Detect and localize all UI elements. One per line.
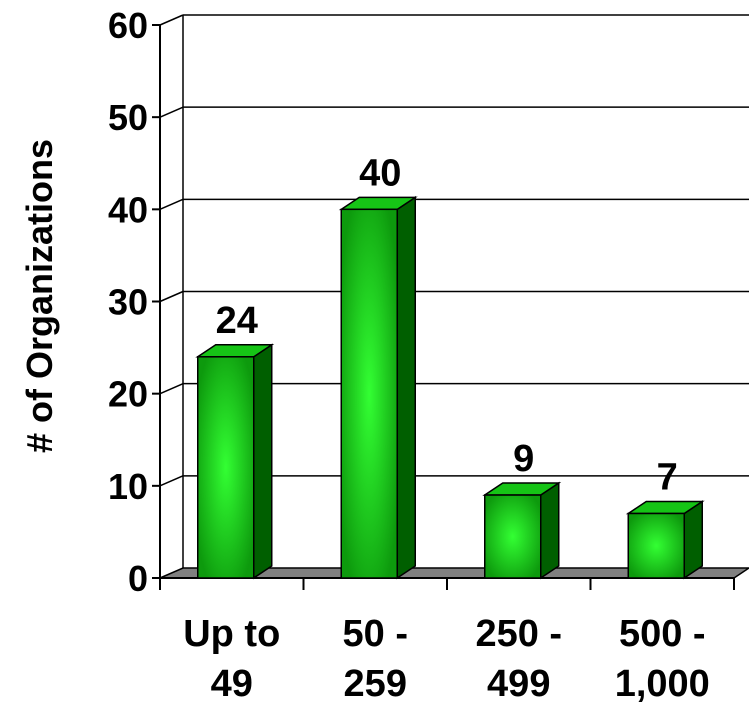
bar-front xyxy=(484,494,542,579)
y-tick-label: 20 xyxy=(108,374,148,415)
y-tick-label: 50 xyxy=(108,97,148,138)
x-tick-label: 50 - xyxy=(343,613,408,655)
data-label: 24 xyxy=(216,300,258,342)
x-tick-label: Up to xyxy=(183,613,280,655)
bar xyxy=(625,500,705,580)
y-axis-title: # of Organizations xyxy=(19,139,60,453)
bar-front xyxy=(627,512,685,579)
bar-front xyxy=(197,356,255,579)
axis-layer: 0 10 20 30 40 50 60 xyxy=(108,5,735,599)
x-tick-label: 259 xyxy=(344,663,407,705)
data-label: 9 xyxy=(513,438,534,480)
gridline-side xyxy=(159,14,184,26)
label-layer: 24 Up to 49 40 50 - 259 9 250 - 499 7 500 - 1,000 xyxy=(183,152,710,705)
bar-side xyxy=(253,343,273,580)
y-tick-label: 10 xyxy=(108,466,148,507)
gridline-side xyxy=(159,290,184,303)
bar xyxy=(195,343,275,580)
x-tick-label: 49 xyxy=(211,663,253,705)
bar-side xyxy=(540,481,560,580)
x-tick-label: 1,000 xyxy=(615,663,710,705)
y-tick-label: 30 xyxy=(108,282,148,323)
y-tick-label: 0 xyxy=(128,558,148,599)
x-tick-label: 250 - xyxy=(475,613,562,655)
y-tick-label: 60 xyxy=(108,5,148,46)
gridline-side xyxy=(159,382,184,395)
data-label: 40 xyxy=(359,152,401,194)
bar xyxy=(482,481,562,580)
gridline-side xyxy=(159,106,184,118)
grid-layer xyxy=(159,14,749,568)
bar-front xyxy=(340,208,398,579)
gridline-side xyxy=(159,198,184,211)
y-tick-label: 40 xyxy=(108,189,148,230)
bar-layer xyxy=(195,195,705,580)
bar-side xyxy=(683,500,703,580)
bar xyxy=(338,195,418,580)
x-tick-label: 499 xyxy=(487,663,550,705)
x-tick-label: 500 - xyxy=(619,613,706,655)
data-label: 7 xyxy=(657,456,678,498)
gridline-side xyxy=(159,475,184,487)
bar-side xyxy=(396,195,416,580)
